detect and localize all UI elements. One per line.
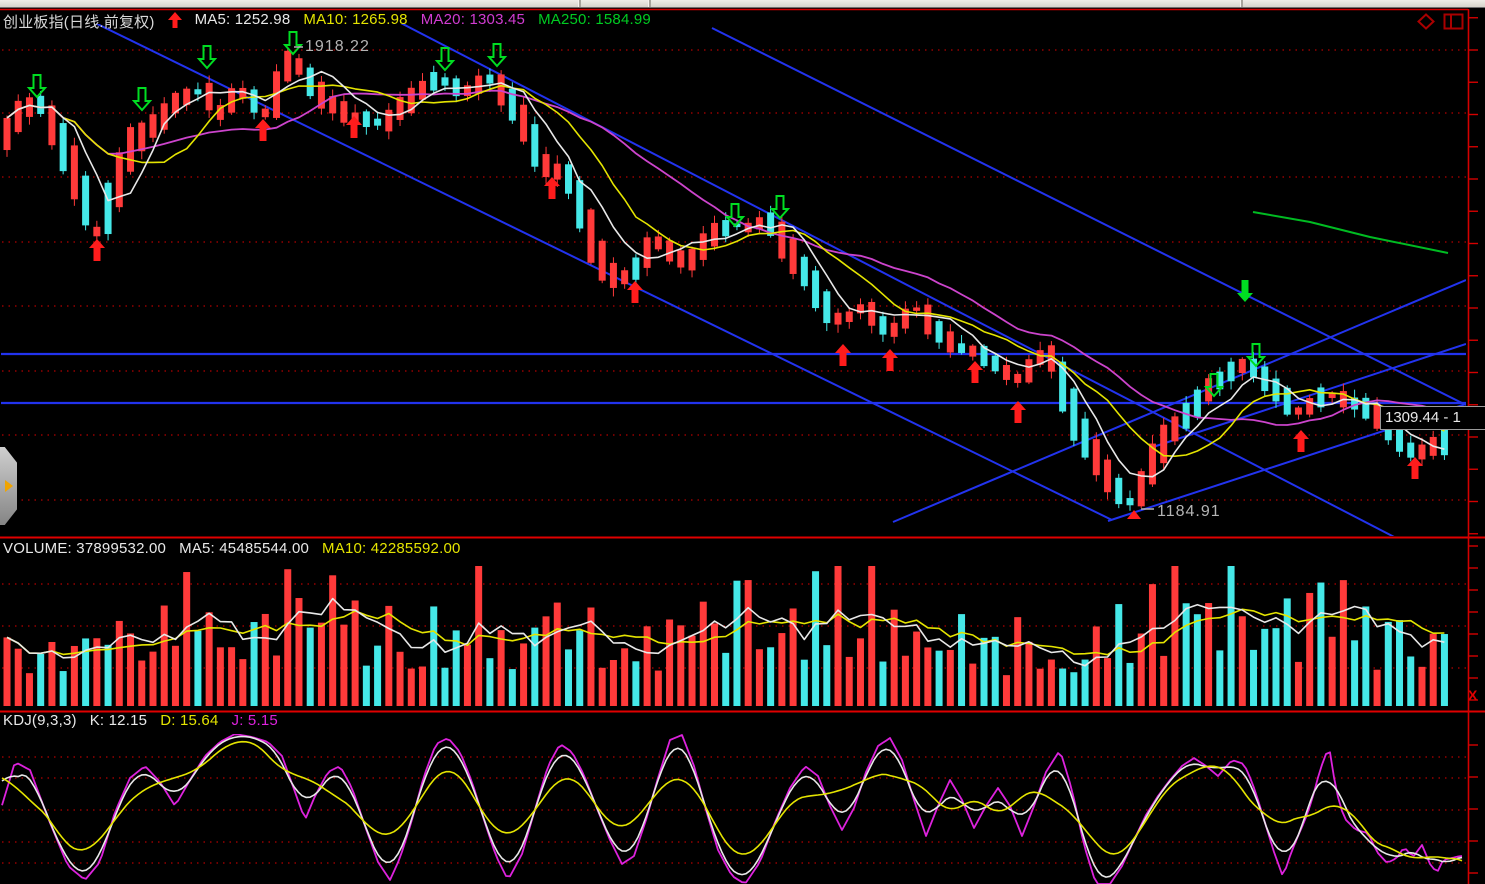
- ma20-readout: MA20: 1303.45: [420, 11, 526, 28]
- up-arrow-icon: [167, 12, 182, 33]
- sell-signal-arrow: [196, 45, 218, 70]
- volume-ma5-readout: MA5: 45485544.00: [179, 540, 310, 557]
- sell-signal-arrow: [486, 43, 508, 68]
- sell-signal-arrow: [1245, 343, 1267, 368]
- toolbar-separator: [1240, 0, 1243, 7]
- sell-signal-arrow: [724, 203, 746, 228]
- sell-signal-arrow: [769, 195, 791, 220]
- toolbar-separator: [578, 0, 581, 7]
- low-price-annotation: 1184.91: [1157, 503, 1221, 520]
- diamond-icon[interactable]: [1417, 13, 1435, 35]
- kdj-panel-header: KDJ(9,3,3) K: 12.15 D: 15.64 J: 5.15: [3, 712, 278, 729]
- volume-readout: VOLUME: 37899532.00: [3, 540, 167, 557]
- volume-ma10-readout: MA10: 42285592.00: [322, 540, 461, 557]
- high-price-annotation: 1918.22: [305, 38, 370, 55]
- buy-signal-arrow: [346, 116, 362, 138]
- kdj-lines-layer: [1, 734, 1463, 884]
- chart-corner-controls: [1417, 13, 1464, 35]
- ma10-readout: MA10: 1265.98: [303, 11, 408, 28]
- candles-layer: [3, 46, 1448, 511]
- kdj-label: KDJ(9,3,3): [3, 712, 77, 729]
- ma250-readout: MA250: 1584.99: [538, 11, 651, 28]
- panel-close-button[interactable]: X: [1468, 687, 1478, 703]
- sell-signal-arrow: [434, 47, 456, 72]
- buy-signal-arrow: [882, 349, 898, 371]
- sell-signal-arrow-solid: [1237, 280, 1253, 302]
- instrument-title: 创业板指(日线.前复权): [3, 14, 155, 31]
- d-readout: D: 15.64: [160, 712, 219, 729]
- annotation-markers-layer: [294, 46, 1154, 519]
- volume-panel-header: VOLUME: 37899532.00 MA5: 45485544.00 MA1…: [3, 540, 461, 557]
- buy-signal-arrow: [967, 361, 983, 383]
- sidebar-expander-tab[interactable]: [0, 447, 17, 525]
- volume-ma-layer: [6, 597, 1445, 667]
- j-readout: J: 5.15: [231, 712, 278, 729]
- buy-signal-arrow: [1407, 457, 1423, 479]
- buy-signal-arrow: [255, 119, 271, 141]
- main-chart-header: 创业板指(日线.前复权) MA5: 1252.98 MA10: 1265.98 …: [3, 11, 651, 32]
- signal-arrows-layer: [26, 31, 1423, 479]
- last-price-label: 1309.44 - 1: [1380, 406, 1485, 430]
- sell-signal-arrow: [1203, 373, 1225, 398]
- buy-signal-arrow: [544, 177, 560, 199]
- panel-frame-layer: [0, 8, 1485, 884]
- k-readout: K: 12.15: [89, 712, 148, 729]
- buy-signal-arrow: [627, 281, 643, 303]
- ma5-readout: MA5: 1252.98: [194, 11, 291, 28]
- buy-signal-arrow: [89, 239, 105, 261]
- toolbar-separator: [648, 0, 651, 7]
- sell-signal-arrow: [26, 74, 48, 99]
- toolbar-strip[interactable]: [0, 0, 1485, 8]
- buy-signal-arrow: [835, 344, 851, 366]
- trend-lines-layer: [1, 24, 1466, 536]
- buy-signal-arrow: [1293, 430, 1309, 452]
- sell-signal-arrow: [131, 87, 153, 112]
- price-ma-layer: [6, 70, 1449, 478]
- volume-bars-layer: [3, 566, 1448, 706]
- sell-signal-arrow: [282, 31, 304, 56]
- window-split-icon[interactable]: [1443, 13, 1464, 35]
- expand-right-triangle-icon: [4, 480, 13, 492]
- buy-signal-arrow: [1010, 401, 1026, 423]
